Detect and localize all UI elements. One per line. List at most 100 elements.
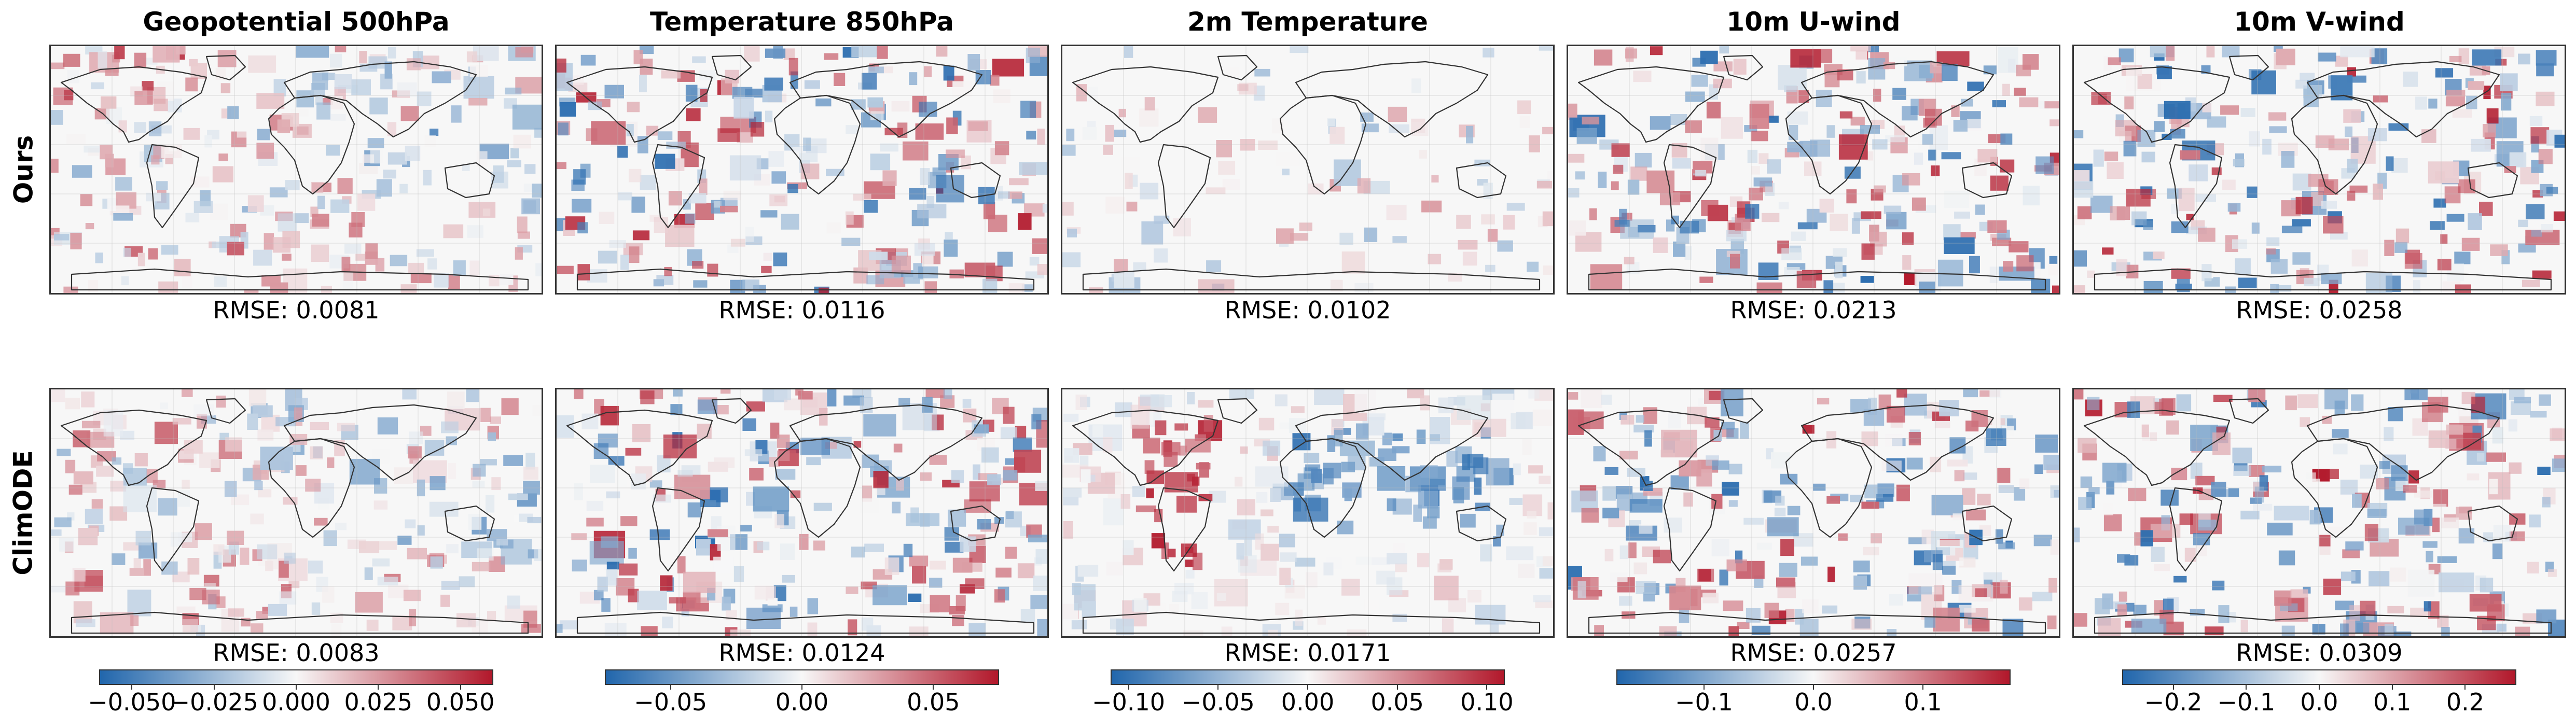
error-cell	[598, 250, 617, 264]
error-cell	[2547, 569, 2557, 577]
error-cell	[260, 446, 293, 470]
error-cell	[1291, 406, 1305, 413]
error-cell	[65, 398, 80, 410]
error-cell	[780, 543, 795, 560]
coastline	[1157, 144, 1211, 229]
error-cell	[115, 177, 132, 191]
error-cell	[1629, 499, 1663, 513]
error-cell	[1924, 108, 1942, 126]
error-cell	[81, 421, 101, 429]
error-cell	[588, 101, 602, 110]
error-cell	[1261, 543, 1279, 561]
coastline	[652, 144, 705, 229]
error-cell	[524, 164, 536, 174]
error-cell	[2311, 191, 2323, 206]
error-cell	[697, 424, 712, 439]
error-cell	[1747, 149, 1758, 163]
error-cell	[1975, 588, 1987, 597]
error-cell	[2333, 443, 2348, 455]
error-cell	[1636, 415, 1644, 423]
error-cell	[1092, 425, 1103, 438]
error-cell	[867, 97, 883, 108]
error-cell	[1295, 557, 1315, 567]
error-cell	[185, 213, 200, 222]
error-cell	[1721, 117, 1743, 139]
error-cell	[557, 58, 566, 73]
error-cell	[148, 248, 158, 260]
error-cell	[2388, 407, 2403, 422]
error-cell	[247, 413, 258, 430]
error-cell	[1826, 125, 1835, 138]
error-cell	[503, 455, 523, 466]
error-cell	[1871, 533, 1882, 543]
error-cell	[2340, 623, 2349, 636]
error-cell	[1881, 460, 1902, 471]
error-cell	[868, 66, 884, 74]
error-cell	[344, 244, 362, 254]
error-cell	[384, 61, 392, 79]
error-cell	[1954, 212, 1970, 219]
error-cell	[81, 391, 95, 408]
error-cell	[750, 122, 765, 137]
error-cell	[2143, 220, 2153, 230]
error-cell	[2404, 389, 2428, 400]
error-cell	[72, 165, 92, 178]
error-cell	[1679, 460, 1701, 477]
error-cell	[310, 422, 329, 430]
error-cell	[713, 556, 734, 573]
error-cell	[523, 467, 538, 480]
error-cell	[329, 53, 342, 68]
error-cell	[646, 125, 659, 136]
error-cell	[891, 101, 910, 112]
error-cell	[1434, 576, 1459, 600]
error-cell	[1462, 454, 1471, 470]
error-cell	[936, 46, 948, 57]
error-cell	[314, 517, 328, 526]
error-cell	[1334, 429, 1343, 446]
coastline	[652, 487, 705, 572]
error-cell	[429, 501, 459, 517]
error-cell	[372, 558, 390, 567]
error-cell	[54, 517, 72, 527]
error-cell	[2184, 548, 2196, 562]
coastline	[1577, 409, 1725, 486]
error-cell	[273, 79, 286, 96]
error-cell	[1457, 395, 1491, 420]
error-cell	[2227, 203, 2241, 212]
error-cell	[1411, 78, 1421, 93]
error-cell	[2049, 119, 2059, 127]
error-cell	[2403, 72, 2418, 87]
error-cell	[1835, 261, 1843, 278]
error-cell	[1745, 204, 1760, 219]
error-cell	[2218, 605, 2229, 623]
error-cell	[257, 489, 272, 498]
error-cell	[1462, 251, 1477, 266]
error-cell	[1077, 565, 1099, 577]
error-cell	[1132, 486, 1145, 497]
error-cell	[75, 619, 95, 627]
error-cell	[1764, 603, 1779, 618]
error-cell	[1670, 114, 1687, 125]
error-cell	[2486, 108, 2499, 124]
error-cell	[54, 234, 70, 241]
error-cell	[250, 513, 264, 525]
error-cell	[285, 180, 300, 190]
error-cell	[2254, 486, 2264, 503]
error-cell	[626, 124, 634, 136]
error-cell	[182, 480, 190, 489]
error-cell	[557, 415, 574, 438]
error-cell	[1428, 254, 1442, 264]
error-cell	[2032, 592, 2053, 601]
error-cell	[923, 66, 932, 77]
error-cell	[826, 222, 841, 234]
error-cell	[182, 389, 193, 397]
error-cell	[225, 437, 242, 452]
error-cell	[1933, 607, 1960, 632]
error-cell	[1668, 414, 1681, 429]
error-cell	[1442, 618, 1454, 633]
error-cell	[1392, 236, 1407, 243]
coastline	[2169, 144, 2223, 229]
error-cell	[669, 597, 686, 604]
error-cell	[1387, 553, 1407, 565]
error-cell	[134, 453, 148, 467]
